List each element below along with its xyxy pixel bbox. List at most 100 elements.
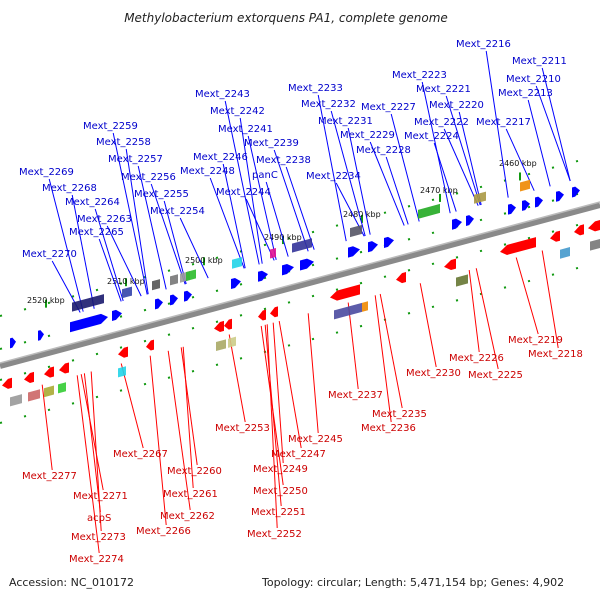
gene-label[interactable]: Mext_2229 [340, 130, 395, 141]
gene-label[interactable]: Mext_2258 [96, 137, 151, 148]
gene-label[interactable]: Mext_2243 [195, 89, 250, 100]
gene-label[interactable]: Mext_2224 [404, 131, 459, 142]
gene-label[interactable]: Mext_2217 [476, 117, 531, 128]
gene-label[interactable]: Mext_2230 [406, 368, 461, 379]
gene-label[interactable]: Mext_2220 [429, 100, 484, 111]
gene-label[interactable]: Mext_2260 [167, 466, 222, 477]
leader-line [180, 347, 198, 466]
reverse-arrow [574, 224, 584, 236]
leader-line [239, 117, 263, 264]
gene-label[interactable]: Mext_2242 [210, 106, 265, 117]
gene-label[interactable]: Mext_2265 [69, 227, 124, 238]
gene-label[interactable]: Mext_2263 [77, 214, 132, 225]
gene-label[interactable]: panC [252, 170, 278, 181]
scale-dot [119, 389, 123, 392]
leader-line [209, 177, 245, 269]
gene-label[interactable]: Mext_2228 [356, 145, 411, 156]
reverse-arrow [258, 309, 266, 321]
gene-label[interactable]: Mext_2259 [83, 121, 138, 132]
leader-line [475, 268, 499, 370]
gene-label[interactable]: Mext_2252 [247, 529, 302, 540]
scale-dot [551, 273, 555, 276]
leader-line [247, 135, 277, 260]
scale-dot [287, 237, 291, 240]
gene-label[interactable]: Mext_2253 [215, 423, 270, 434]
gene-label[interactable]: Mext_2250 [253, 486, 308, 497]
gene-label[interactable]: Mext_2245 [288, 434, 343, 445]
gene-label[interactable]: Mext_2218 [528, 349, 583, 360]
leader-line [48, 178, 84, 312]
gene-label[interactable]: Mext_2219 [508, 335, 563, 346]
leader-line [385, 156, 409, 225]
genome-backbone-highlight [0, 201, 600, 364]
gene-label[interactable]: Mext_2268 [42, 183, 97, 194]
gene-label[interactable]: Mext_2222 [414, 117, 469, 128]
leader-line [485, 50, 509, 198]
domain-boxes [10, 179, 600, 407]
gene-label[interactable]: Mext_2211 [512, 56, 567, 67]
gene-label[interactable]: Mext_2249 [253, 464, 308, 475]
gene-label[interactable]: Mext_2210 [506, 74, 561, 85]
scale-dot [527, 279, 531, 283]
gene-label[interactable]: Mext_2241 [218, 124, 273, 135]
gene-label[interactable]: Mext_2271 [73, 491, 128, 502]
gene-label[interactable]: Mext_2237 [328, 390, 383, 401]
gene-label[interactable]: Mext_2256 [121, 172, 176, 183]
scale-dot [71, 295, 75, 298]
gene-label[interactable]: Mext_2221 [416, 84, 471, 95]
gene-label[interactable]: Mext_2266 [136, 526, 191, 537]
gene-arrows [2, 186, 600, 389]
gene-label[interactable]: Mext_2262 [160, 511, 215, 522]
gene-label[interactable]: Mext_2273 [71, 532, 126, 543]
gene-label[interactable]: Mext_2239 [244, 138, 299, 149]
gene-label[interactable]: Mext_2255 [134, 189, 189, 200]
gene-label[interactable]: Mext_2213 [498, 88, 553, 99]
gene-label[interactable]: Mext_2257 [108, 154, 163, 165]
gene-label[interactable]: Mext_2244 [216, 187, 271, 198]
leader-line [179, 217, 209, 279]
gene-label[interactable]: Mext_2234 [306, 171, 361, 182]
gene-label[interactable]: Mext_2223 [392, 70, 447, 81]
gene-label[interactable]: Mext_2225 [468, 370, 523, 381]
leader-line [390, 113, 420, 222]
gene-label[interactable]: Mext_2251 [251, 507, 306, 518]
gene-label[interactable]: Mext_2270 [22, 249, 77, 260]
gene-label[interactable]: Mext_2274 [69, 554, 124, 565]
gene-label[interactable]: Mext_2246 [193, 152, 248, 163]
domain-box [292, 238, 312, 253]
leader-line [224, 100, 260, 265]
scale-dot [239, 283, 243, 286]
forward-arrow [556, 190, 564, 202]
gene-label[interactable]: Mext_2277 [22, 471, 77, 482]
gene-label[interactable]: Mext_2227 [361, 102, 416, 113]
gene-label[interactable]: Mext_2264 [65, 197, 120, 208]
scale-label: 2460 kbp [499, 159, 537, 168]
gene-label[interactable]: Mext_2247 [271, 449, 326, 460]
gene-label[interactable]: Mext_2248 [180, 166, 235, 177]
gene-label[interactable]: Mext_2235 [372, 409, 427, 420]
scale-dot [167, 269, 171, 272]
gene-label[interactable]: Mext_2261 [163, 489, 218, 500]
gene-label[interactable]: Mext_2254 [150, 206, 205, 217]
scale-dot [167, 333, 171, 336]
reverse-arrow [330, 284, 360, 301]
leader-line [330, 110, 366, 237]
gene-label[interactable]: Mext_2236 [361, 423, 416, 434]
gene-label[interactable]: Mext_2267 [113, 449, 168, 460]
leader-line [94, 208, 124, 302]
domain-box [350, 224, 362, 238]
gene-label[interactable]: Mext_2232 [301, 99, 356, 110]
gene-label[interactable]: Mext_2231 [318, 116, 373, 127]
gene-label[interactable]: acpS [87, 513, 111, 524]
gene-label[interactable]: Mext_2233 [288, 83, 343, 94]
gene-label[interactable]: Mext_2238 [256, 155, 311, 166]
scale-dot [287, 344, 291, 347]
gene-label[interactable]: Mext_2216 [456, 39, 511, 50]
scale-dot [167, 376, 171, 379]
forward-arrow [10, 337, 16, 349]
scale-dot [575, 223, 579, 227]
gene-label[interactable]: Mext_2226 [449, 353, 504, 364]
forward-arrow [368, 241, 378, 253]
gene-label[interactable]: Mext_2269 [19, 167, 74, 178]
reverse-arrow [588, 220, 600, 232]
